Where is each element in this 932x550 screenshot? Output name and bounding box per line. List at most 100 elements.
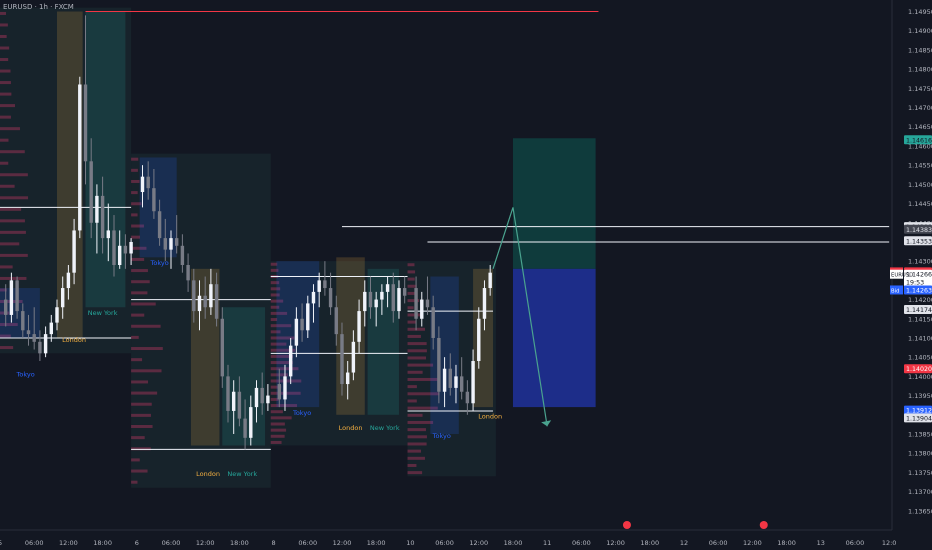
volume-profile-bar <box>131 291 148 295</box>
volume-profile-bar <box>407 406 438 410</box>
y-tick-label: 1.13700 <box>908 488 932 496</box>
volume-profile-bar <box>0 276 27 280</box>
y-tick-label: 1.14000 <box>908 373 932 381</box>
candle-body <box>283 376 287 400</box>
volume-profile-bar <box>0 11 6 15</box>
session-label: London <box>196 470 220 478</box>
volume-profile-bar <box>0 230 26 234</box>
volume-profile-bar <box>0 265 13 269</box>
volume-profile-bar <box>0 127 20 131</box>
candle-body <box>140 176 145 193</box>
volume-profile-bar <box>270 268 279 272</box>
candle-body <box>277 384 281 400</box>
volume-profile-bar <box>0 161 9 165</box>
candle-body <box>32 334 36 342</box>
volume-profile-bar <box>131 269 148 273</box>
volume-profile-bar <box>0 58 9 62</box>
volume-profile-bar <box>0 173 28 177</box>
candle-body <box>260 387 264 404</box>
candle-body <box>288 345 293 377</box>
x-tick-label: 6 <box>135 539 139 547</box>
volume-profile-bar <box>0 81 11 85</box>
candle-body <box>391 284 395 312</box>
candle-body <box>186 265 190 281</box>
volume-profile-bar <box>131 447 151 451</box>
volume-profile-bar <box>131 213 138 217</box>
y-tick-label: 1.14600 <box>908 142 932 150</box>
price-label-box <box>904 224 932 234</box>
volume-profile-bar <box>0 46 10 50</box>
x-tick-label: 06:00 <box>709 539 728 547</box>
volume-profile-bar <box>270 262 278 266</box>
candle-body <box>15 280 19 312</box>
x-tick-label: 5 <box>0 539 2 547</box>
x-tick-label: 18:00 <box>230 539 249 547</box>
volume-profile-bar <box>131 358 143 362</box>
volume-profile-bar <box>131 235 141 239</box>
x-tick-label: 12 <box>680 539 688 547</box>
volume-profile-bar <box>270 293 280 297</box>
candle-body <box>180 245 185 265</box>
candle-body <box>414 288 418 319</box>
volume-profile-bar <box>407 420 434 424</box>
volume-profile-bar <box>270 281 280 285</box>
x-tick-label: 11 <box>543 539 551 547</box>
volume-profile-bar <box>270 311 288 315</box>
x-tick-label: 06:00 <box>846 539 865 547</box>
candle-body <box>351 341 356 373</box>
volume-profile-bar <box>0 138 9 142</box>
volume-profile-bar <box>0 184 15 188</box>
price-label-box <box>904 236 932 246</box>
candle-body <box>488 272 492 289</box>
volume-profile-bar <box>407 320 417 324</box>
volume-profile-bar <box>131 246 147 250</box>
candle-body <box>66 272 71 289</box>
y-tick-label: 1.14150 <box>908 315 932 323</box>
session-label: Tokyo <box>149 259 168 267</box>
y-tick-label: 1.14750 <box>908 85 932 93</box>
volume-profile-bar <box>131 391 158 395</box>
candle-body <box>385 284 390 292</box>
volume-profile-bar <box>270 348 296 352</box>
x-tick-label: 12:0 <box>882 539 897 547</box>
candle-body <box>334 307 338 335</box>
volume-profile-bar <box>131 369 162 373</box>
volume-profile-bar <box>270 410 283 414</box>
volume-profile-bar <box>270 404 298 408</box>
volume-profile-bar <box>131 436 145 440</box>
volume-profile-bar <box>0 253 28 257</box>
candle-body <box>380 291 384 300</box>
candle-body <box>21 311 25 331</box>
session-box <box>430 276 459 434</box>
volume-profile-bar <box>407 385 417 389</box>
candle-body <box>294 318 299 346</box>
volume-profile-bar <box>0 288 7 292</box>
price-label-box <box>904 277 932 287</box>
volume-profile-bar <box>270 397 279 401</box>
price-label-box <box>904 405 932 415</box>
candle-body <box>117 245 122 265</box>
candle-body <box>345 372 350 385</box>
y-tick-label: 1.14800 <box>908 66 932 74</box>
candle-body <box>49 322 54 335</box>
volume-profile-area <box>0 7 132 354</box>
y-tick-label: 1.14450 <box>908 200 932 208</box>
candle-body <box>209 284 213 308</box>
volume-profile-bar <box>131 402 152 406</box>
y-tick-label: 1.14200 <box>908 296 932 304</box>
candle-body <box>83 84 88 162</box>
volume-profile-bar <box>407 377 438 381</box>
volume-profile-bar <box>131 335 139 339</box>
volume-profile-bar <box>0 334 11 338</box>
volume-profile-bar <box>270 428 287 432</box>
volume-profile-bar <box>270 330 281 334</box>
price-label-box <box>904 364 932 374</box>
candle-body <box>323 280 327 289</box>
volume-profile-bar <box>407 342 427 346</box>
x-tick-label: 18:00 <box>93 539 112 547</box>
candle-body <box>374 299 378 308</box>
candle-body <box>397 288 401 312</box>
projection-arrow-head <box>541 420 552 427</box>
